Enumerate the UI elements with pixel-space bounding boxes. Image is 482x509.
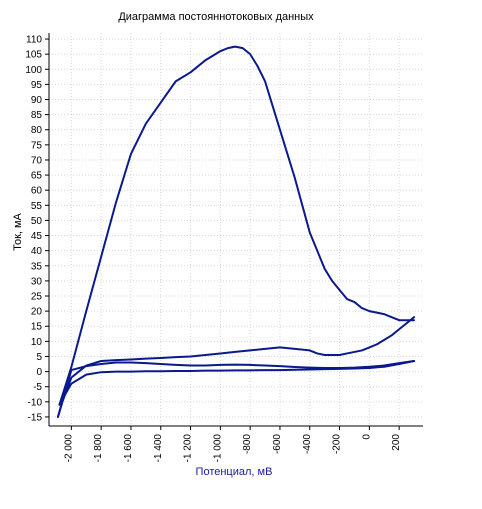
x-tick-label-7: -600 [272, 434, 283, 454]
x-tick-label-8: -400 [302, 434, 313, 454]
grid-layer [49, 33, 423, 426]
y-tick-label-8: 25 [31, 292, 43, 303]
y-tick-label-10: 35 [31, 261, 43, 272]
series-line-4 [59, 360, 416, 403]
x-tick-label-3: -1 400 [153, 434, 164, 463]
y-tick-label-0: -15 [28, 412, 43, 423]
y-tick-label-3: 0 [36, 367, 42, 378]
y-tick-label-16: 65 [31, 171, 43, 182]
x-tick-label-1: -1 800 [93, 434, 104, 463]
x-tick-label-6: -800 [242, 434, 253, 454]
series-layer [56, 45, 416, 418]
y-tick-label-7: 20 [31, 307, 43, 318]
axis-layer: -15 -10 -5 0 5 10 15 20 25 30 35 40 45 50 55 60 65 70 75 80… [25, 33, 423, 462]
series-line-1 [58, 45, 416, 406]
chart-title: Диаграмма постояннотоковых данных [118, 11, 314, 23]
y-tick-label-4: 5 [36, 352, 42, 363]
y-tick-label-22: 95 [31, 80, 43, 91]
y-tick-label-13: 50 [31, 216, 43, 227]
x-tick-label-0: -2 000 [63, 434, 74, 463]
y-tick-label-23: 100 [25, 65, 42, 76]
y-tick-label-15: 60 [31, 186, 43, 197]
y-tick-label-11: 40 [31, 246, 43, 257]
x-tick-label-10: 0 [361, 434, 372, 440]
y-tick-label-1: -10 [28, 397, 43, 408]
x-tick-label-11: 200 [391, 434, 402, 451]
y-tick-label-24: 105 [25, 50, 42, 61]
y-tick-label-12: 45 [31, 231, 43, 242]
y-tick-label-2: -5 [33, 382, 42, 393]
x-tick-label-9: -200 [332, 434, 343, 454]
y-tick-label-6: 15 [31, 322, 43, 333]
y-tick-label-14: 55 [31, 201, 43, 212]
x-tick-label-5: -1 000 [212, 434, 223, 463]
y-axis-label: Ток, мА [12, 212, 24, 250]
series-line-2 [56, 316, 416, 418]
y-tick-label-20: 85 [31, 110, 43, 121]
y-tick-label-19: 80 [31, 125, 43, 136]
x-axis-label: Потенциал, мВ [196, 466, 273, 478]
x-tick-label-2: -1 600 [123, 434, 134, 463]
y-tick-label-25: 110 [26, 35, 42, 46]
y-tick-label-9: 30 [31, 276, 43, 287]
x-tick-label-4: -1 200 [183, 434, 194, 463]
y-tick-label-18: 75 [31, 140, 43, 151]
y-tick-label-5: 10 [31, 337, 43, 348]
y-tick-label-17: 70 [31, 155, 43, 166]
y-tick-label-21: 90 [31, 95, 43, 106]
